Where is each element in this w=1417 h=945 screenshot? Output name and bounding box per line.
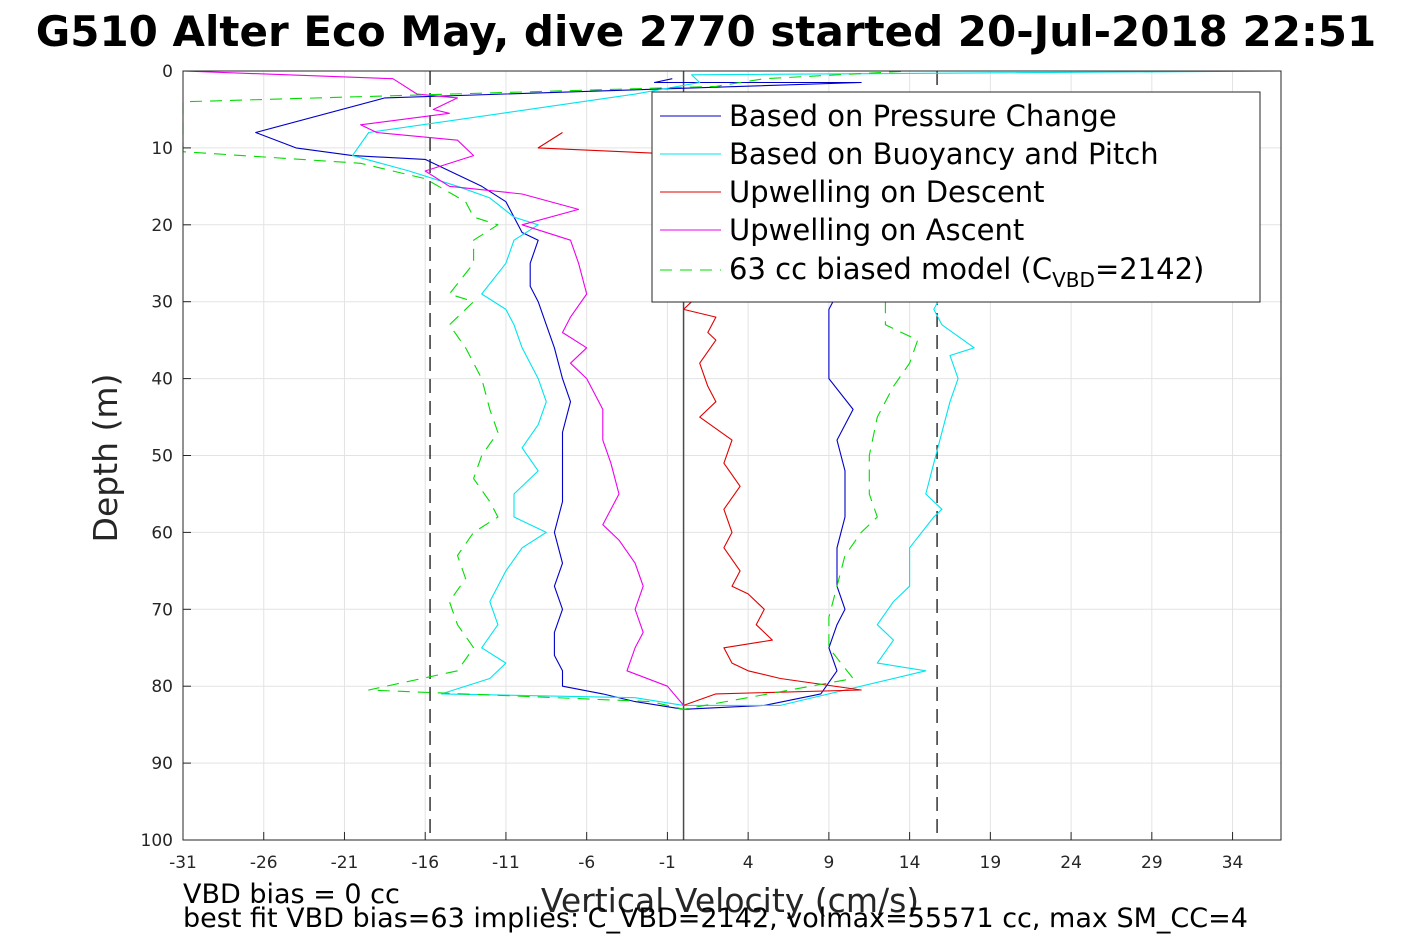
legend-model-sub: VBD <box>1052 268 1095 292</box>
series-biased-model <box>182 70 1281 710</box>
legend-label-model: 63 cc biased model (CVBD=2142) <box>729 252 1204 292</box>
legend-model-end: =2142) <box>1095 252 1204 286</box>
x-tick-label: -31 <box>169 853 197 873</box>
x-tick-label: -1 <box>659 853 676 873</box>
x-tick-label: -21 <box>331 853 359 873</box>
x-tick-label: 24 <box>1060 853 1082 873</box>
y-tick-label: 90 <box>151 754 173 774</box>
y-tick-label: 30 <box>151 293 173 313</box>
y-tick-label: 10 <box>151 139 173 159</box>
series-pressure-change <box>255 78 862 710</box>
series-buoyancy-pitch <box>351 70 1282 706</box>
x-tick-label: 4 <box>743 853 754 873</box>
legend-label-buoyancy: Based on Buoyancy and Pitch <box>729 137 1159 171</box>
y-tick-label: 60 <box>151 523 173 543</box>
legend-label-descent: Upwelling on Descent <box>729 175 1045 209</box>
y-axis-label: Depth (m) <box>86 374 125 543</box>
x-tick-label: -11 <box>492 853 520 873</box>
y-tick-label: 50 <box>151 447 173 467</box>
x-tick-label: -16 <box>411 853 439 873</box>
y-tick-label: 40 <box>151 370 173 390</box>
y-tick-label: 0 <box>162 62 173 82</box>
legend-box <box>651 91 1261 303</box>
note-vbd-bias: VBD bias = 0 cc <box>183 879 400 910</box>
x-tick-label: 14 <box>899 853 921 873</box>
chart-title: G510 Alter Eco May, dive 2770 started 20… <box>36 7 1376 56</box>
x-tick-label: 9 <box>823 853 834 873</box>
x-tick-label: 29 <box>1141 853 1163 873</box>
y-tick-label: 70 <box>151 600 173 620</box>
series-upwelling-ascent <box>182 70 685 706</box>
x-tick-label: -6 <box>578 853 595 873</box>
note-best-fit: best fit VBD bias=63 implies: C_VBD=2142… <box>183 903 1248 934</box>
x-tick-label: 34 <box>1222 853 1244 873</box>
legend: Based on Pressure Change Based on Buoyan… <box>651 91 1261 303</box>
x-axis-label: Vertical Velocity (cm/s) <box>541 881 919 920</box>
legend-label-pressure: Based on Pressure Change <box>729 99 1117 133</box>
legend-label-ascent: Upwelling on Ascent <box>729 213 1024 247</box>
x-tick-label: -26 <box>250 853 278 873</box>
y-tick-label: 80 <box>151 677 173 697</box>
axis-ticks: -31 -26 -21 -16 -11 -6 -1 4 9 14 19 24 29 34 0 10 20 30 40… <box>141 62 1244 873</box>
legend-model-main: 63 cc biased model (C <box>729 252 1052 286</box>
y-tick-label: 100 <box>141 831 173 851</box>
y-tick-label: 20 <box>151 216 173 236</box>
x-tick-label: 19 <box>980 853 1002 873</box>
